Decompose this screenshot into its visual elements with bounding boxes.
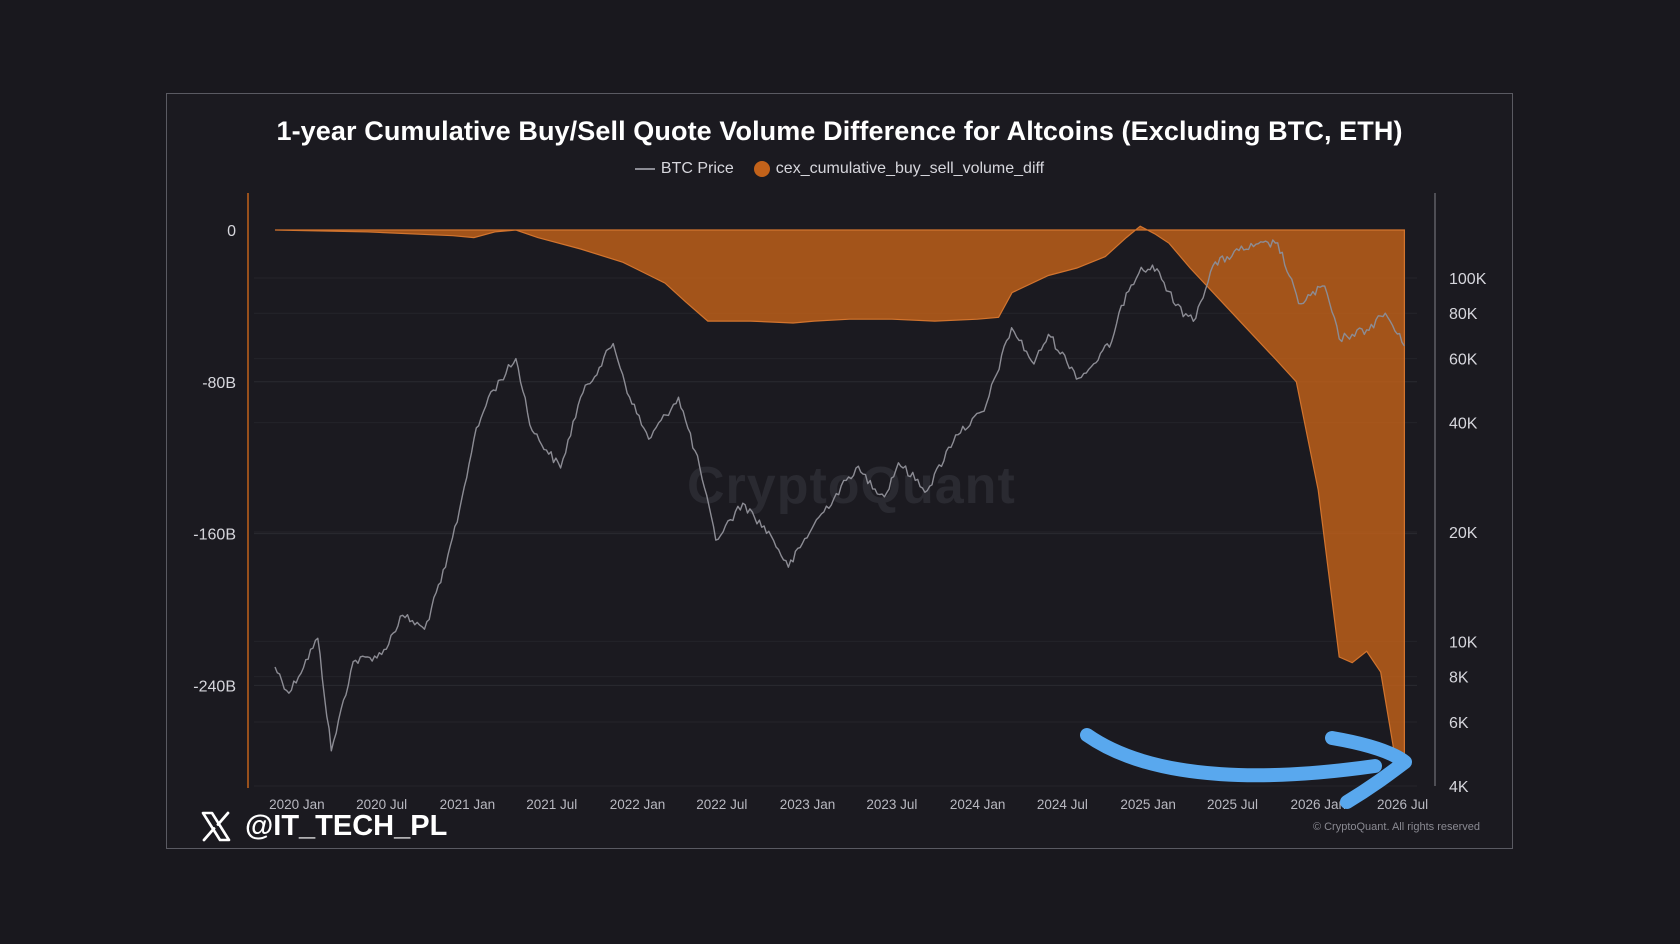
author-handle-text: @IT_TECH_PL bbox=[245, 810, 448, 842]
right-tick-label: 4K bbox=[1449, 779, 1469, 796]
right-tick-label: 60K bbox=[1449, 352, 1478, 369]
chart-legend: BTC Price cex_cumulative_buy_sell_volume… bbox=[167, 160, 1512, 178]
legend-item-volume-diff[interactable]: cex_cumulative_buy_sell_volume_diff bbox=[753, 160, 1045, 178]
left-tick-label: -160B bbox=[193, 527, 236, 544]
x-tick-label: 2022 Jan bbox=[610, 797, 666, 812]
left-tick-label: -240B bbox=[193, 678, 236, 695]
chart-frame: 1-year Cumulative Buy/Sell Quote Volume … bbox=[166, 93, 1513, 849]
left-tick-label: 0 bbox=[227, 223, 236, 240]
annotation-arrow-shaft bbox=[1080, 728, 1382, 783]
legend-item-btc-price[interactable]: BTC Price bbox=[634, 160, 734, 178]
legend-label-btc-price: BTC Price bbox=[660, 160, 734, 177]
right-tick-label: 100K bbox=[1449, 271, 1487, 288]
x-tick-label: 2024 Jul bbox=[1037, 797, 1088, 812]
x-tick-label: 2026 Jan bbox=[1290, 797, 1346, 812]
legend-label-volume-diff: cex_cumulative_buy_sell_volume_diff bbox=[775, 160, 1045, 177]
annotation-arrow-head bbox=[1325, 731, 1412, 809]
x-logo-icon bbox=[201, 811, 231, 842]
x-tick-label: 2024 Jan bbox=[950, 797, 1006, 812]
copyright-text: © CryptoQuant. All rights reserved bbox=[1312, 821, 1480, 833]
right-tick-label: 20K bbox=[1449, 525, 1478, 542]
right-tick-label: 8K bbox=[1449, 670, 1469, 687]
x-tick-label: 2020 Jul bbox=[356, 797, 407, 812]
x-tick-label: 2021 Jan bbox=[440, 797, 496, 812]
author-handle: @IT_TECH_PL bbox=[201, 810, 447, 843]
plot-area: 0 -80B -160B -240B 100K 80K 60K 40K 20K 10K 8K 6K 4K… bbox=[193, 193, 1487, 812]
left-tick-label: -80B bbox=[202, 375, 236, 392]
right-tick-label: 6K bbox=[1449, 715, 1469, 732]
chart-title: 1-year Cumulative Buy/Sell Quote Volume … bbox=[276, 116, 1403, 146]
x-tick-label: 2025 Jul bbox=[1207, 797, 1258, 812]
right-tick-label: 80K bbox=[1449, 306, 1478, 323]
x-tick-label: 2021 Jul bbox=[526, 797, 577, 812]
x-tick-label: 2025 Jan bbox=[1120, 797, 1176, 812]
series-line-btc-price bbox=[274, 239, 1405, 752]
x-tick-label: 2022 Jul bbox=[696, 797, 747, 812]
right-tick-label: 10K bbox=[1449, 634, 1478, 651]
x-tick-label: 2020 Jan bbox=[269, 797, 325, 812]
right-tick-label: 40K bbox=[1449, 416, 1478, 433]
x-tick-label: 2026 Jul bbox=[1377, 797, 1428, 812]
x-tick-label: 2023 Jan bbox=[780, 797, 836, 812]
legend-dot-icon bbox=[753, 161, 770, 177]
x-tick-label: 2023 Jul bbox=[866, 797, 917, 812]
legend-line-icon bbox=[634, 168, 655, 170]
